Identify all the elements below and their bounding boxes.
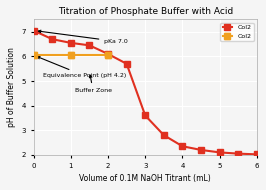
Text: Buffer Zone: Buffer Zone xyxy=(74,75,111,93)
X-axis label: Volume of 0.1M NaOH Titrant (mL): Volume of 0.1M NaOH Titrant (mL) xyxy=(79,174,211,183)
Legend: Col2, Col2: Col2, Col2 xyxy=(220,23,254,41)
Col2 xyxy=(51,38,54,40)
Text: pKa 7.0: pKa 7.0 xyxy=(38,30,128,44)
Col2 xyxy=(200,149,203,151)
Col2 xyxy=(106,53,110,55)
Col2 xyxy=(162,134,165,136)
Y-axis label: pH of Buffer Solution: pH of Buffer Solution xyxy=(7,47,16,127)
Col2 xyxy=(144,114,147,117)
Line: Col2: Col2 xyxy=(30,27,260,158)
Title: Titration of Phosphate Buffer with Acid: Titration of Phosphate Buffer with Acid xyxy=(58,7,233,16)
Col2 xyxy=(125,63,128,65)
Col2 xyxy=(32,29,35,32)
Col2 xyxy=(181,145,184,147)
Text: Equivalence Point (pH 4.2): Equivalence Point (pH 4.2) xyxy=(37,56,126,78)
Col2 xyxy=(218,151,221,154)
Col2 xyxy=(237,153,240,155)
Col2 xyxy=(69,42,72,44)
Col2 xyxy=(88,44,91,47)
Col2 xyxy=(255,153,258,155)
